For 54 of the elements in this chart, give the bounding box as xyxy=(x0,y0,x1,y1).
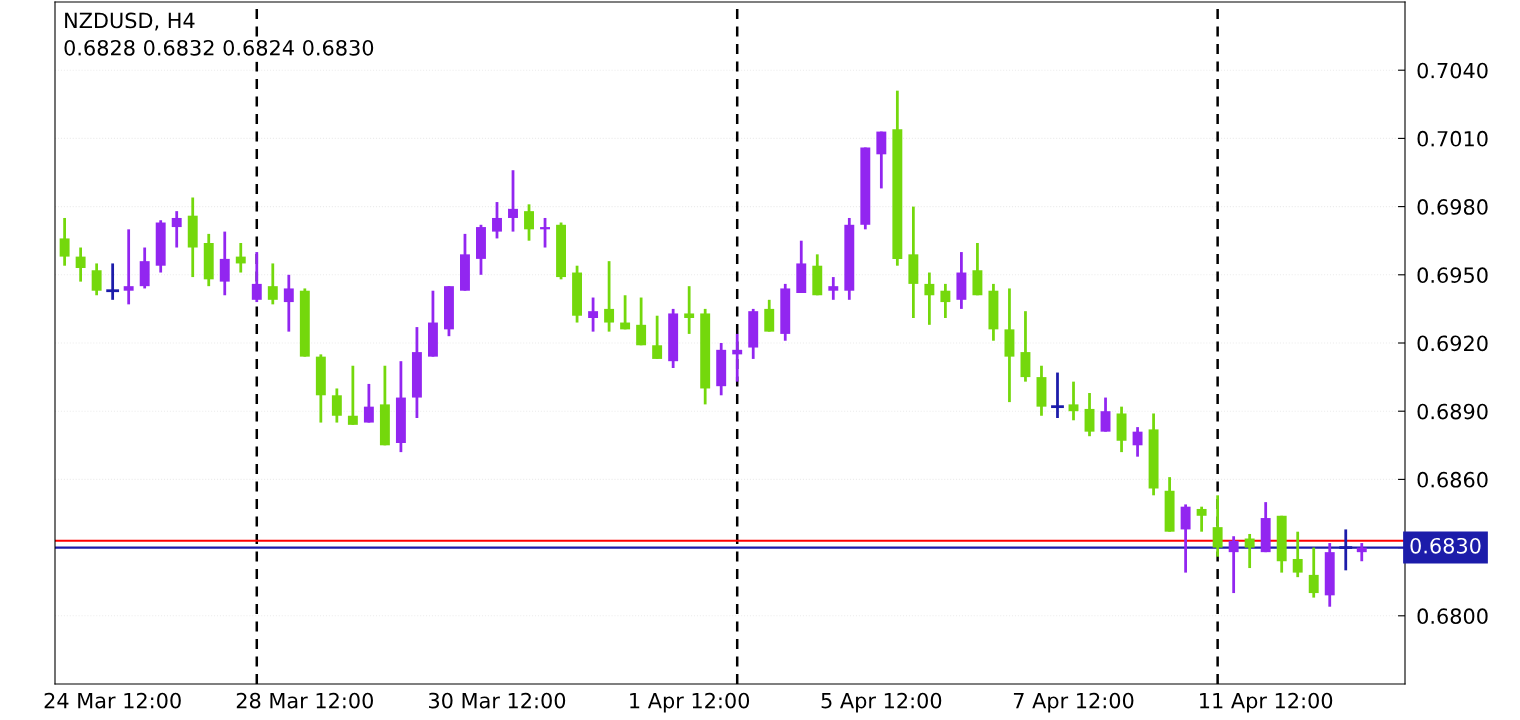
x-tick-label: 30 Mar 12:00 xyxy=(429,692,566,709)
y-tick-label: 0.6980 xyxy=(1417,199,1488,215)
candlestick xyxy=(267,262,278,306)
candlestick xyxy=(219,230,230,297)
candlestick xyxy=(1292,530,1303,579)
candlestick xyxy=(524,202,534,243)
candlestick xyxy=(1308,546,1319,599)
candlestick xyxy=(604,259,615,334)
y-tick-label: 0.6890 xyxy=(1417,403,1488,420)
y-tick-label: 0.7040 xyxy=(1417,62,1488,79)
y-tick-label: 0.6950 xyxy=(1417,267,1488,284)
ref-line-label: 0.6830 xyxy=(1410,537,1481,554)
y-tick-label: 0.6800 xyxy=(1417,608,1488,625)
candlestick xyxy=(1244,532,1255,570)
y-tick-label: 0.6920 xyxy=(1417,335,1488,352)
candlestick xyxy=(1196,505,1207,534)
candlestick xyxy=(492,200,502,240)
candlestick xyxy=(1228,534,1239,595)
candlestick xyxy=(59,216,70,268)
x-tick-label: 11 Apr 12:00 xyxy=(1200,692,1333,713)
y-tick-label: 0.7010 xyxy=(1417,130,1488,147)
candlestick xyxy=(347,364,358,427)
candlestick xyxy=(684,284,695,336)
candlestick xyxy=(1068,380,1079,422)
x-tick-label: 28 Mar 12:00 xyxy=(236,692,373,709)
candlestick xyxy=(1084,391,1095,438)
candlestick xyxy=(652,314,663,361)
candlestick xyxy=(331,387,342,424)
y-tick-label: 0.6860 xyxy=(1417,471,1488,488)
text: 0.6828 0.6832 0.6824 0.6830 xyxy=(64,39,374,56)
candlestick xyxy=(1100,396,1111,434)
candlestick xyxy=(588,296,599,334)
x-tick-label: 24 Mar 12:00 xyxy=(44,692,181,709)
x-tick-label: 5 Apr 12:00 xyxy=(821,692,942,713)
candlestick xyxy=(283,273,294,334)
chart-title: NZDUSD, H4 xyxy=(65,12,195,31)
candlestick xyxy=(508,168,518,233)
candlestick xyxy=(1180,503,1191,574)
candlestick xyxy=(828,275,839,302)
x-tick-label: 7 Apr 12:00 xyxy=(1013,692,1134,713)
candlestick xyxy=(924,271,935,327)
candlestick xyxy=(940,282,951,320)
candlestick xyxy=(363,382,374,424)
x-tick-label: 1 Apr 12:00 xyxy=(630,692,750,713)
candlestick xyxy=(91,262,102,297)
candlestick xyxy=(123,227,134,306)
candlestick xyxy=(171,209,182,249)
candlestick xyxy=(636,296,647,347)
candlestick xyxy=(764,298,775,334)
candlestick xyxy=(75,246,86,284)
candlestick xyxy=(876,130,887,190)
candlestick xyxy=(1212,493,1223,559)
candlestick xyxy=(251,250,262,304)
candlestick xyxy=(1132,425,1143,459)
